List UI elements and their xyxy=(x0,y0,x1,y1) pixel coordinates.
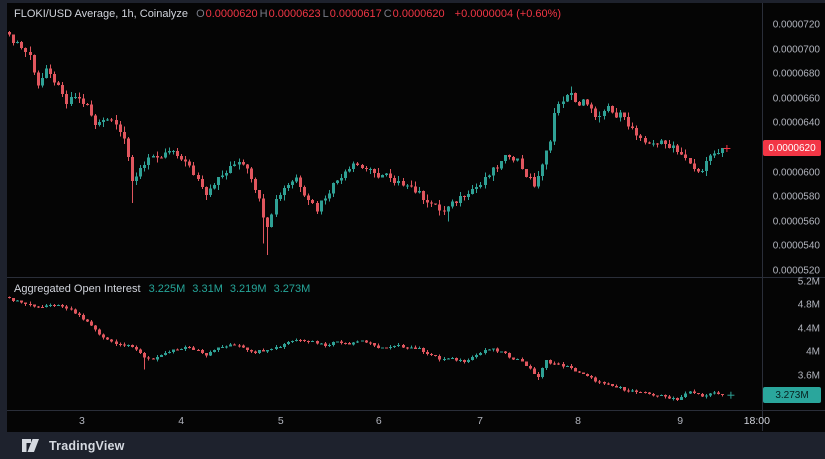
time-axis-separator xyxy=(7,410,825,411)
price-tick-label[interactable]: 0.0000520 xyxy=(772,265,820,277)
time-tick-label[interactable]: 9 xyxy=(677,415,684,427)
open-interest-title[interactable]: Aggregated Open Interest xyxy=(14,283,141,295)
oi-tick-label[interactable]: 4.8M xyxy=(797,299,820,311)
time-tick-label[interactable]: 8 xyxy=(575,415,581,427)
price-tick-label[interactable]: 0.0000720 xyxy=(772,19,820,31)
pane-separator[interactable] xyxy=(7,277,825,278)
ohlc-item: C 0.0000620 xyxy=(383,8,445,20)
price-tick-label[interactable]: 0.0000700 xyxy=(772,44,820,56)
oi-tick-label[interactable]: 3.6M xyxy=(797,370,820,381)
time-tick-label[interactable]: 3 xyxy=(79,415,85,427)
window-edge-left xyxy=(0,0,7,432)
open-interest-value: 3.219M xyxy=(229,283,267,295)
last-bar-markers xyxy=(723,145,735,399)
price-scale-divider xyxy=(762,3,763,431)
price-tick-label[interactable]: 0.0000540 xyxy=(772,240,820,252)
open-interest-values: 3.225M 3.31M 3.219M 3.273M xyxy=(149,283,318,295)
oi-tick-label[interactable]: 4M xyxy=(806,346,820,358)
change-value: +0.0000004 (+0.60%) xyxy=(454,8,562,20)
window-edge-top xyxy=(0,0,825,3)
price-tick-label[interactable]: 0.0000680 xyxy=(772,68,820,80)
time-tick-label[interactable]: 6 xyxy=(375,415,382,427)
tradingview-brand[interactable]: TradingView xyxy=(49,438,125,453)
ohlc-values: O 0.0000620 H 0.0000623 L 0.0000617 C 0.0000620 xyxy=(196,8,447,20)
open-interest-value: 3.225M xyxy=(148,283,186,295)
time-tick-label[interactable]: 5 xyxy=(277,415,284,427)
open-interest-value: 3.273M xyxy=(273,283,311,295)
ohlc-item: O 0.0000620 xyxy=(196,8,258,20)
ohlc-item: H 0.0000623 xyxy=(259,8,321,20)
bottom-toolbar: TradingView xyxy=(0,432,825,459)
time-tick-label[interactable]: 7 xyxy=(477,415,483,427)
price-tick-label[interactable]: 0.0000600 xyxy=(772,167,820,179)
tradingview-logo-icon[interactable] xyxy=(22,439,41,452)
last-price-label: 0.0000620 xyxy=(763,140,821,156)
price-tick-label[interactable]: 0.0000640 xyxy=(772,117,820,129)
time-tick-label[interactable]: 4 xyxy=(178,415,185,427)
open-interest-pane-candles[interactable] xyxy=(8,296,724,401)
oi-tick-label[interactable]: 4.4M xyxy=(797,323,820,334)
symbol-legend: FLOKI/USD Average, 1h, Coinalyze O 0.0000… xyxy=(14,8,561,20)
last-open-interest-label: 3.273M xyxy=(763,387,821,403)
price-tick-label[interactable]: 0.0000560 xyxy=(772,216,820,228)
price-tick-label[interactable]: 0.0000660 xyxy=(772,93,820,105)
ohlc-item: L 0.0000617 xyxy=(322,8,382,20)
current-time-label: 18:00 xyxy=(743,415,770,427)
open-interest-value: 3.31M xyxy=(192,283,223,295)
open-interest-legend: Aggregated Open Interest 3.225M 3.31M 3.21… xyxy=(14,283,317,295)
price-tick-label[interactable]: 0.0000580 xyxy=(772,191,820,203)
oi-tick-label[interactable]: 5.2M xyxy=(797,276,820,287)
price-pane-candles[interactable] xyxy=(8,30,724,255)
symbol-title[interactable]: FLOKI/USD Average, 1h, Coinalyze xyxy=(14,8,189,20)
